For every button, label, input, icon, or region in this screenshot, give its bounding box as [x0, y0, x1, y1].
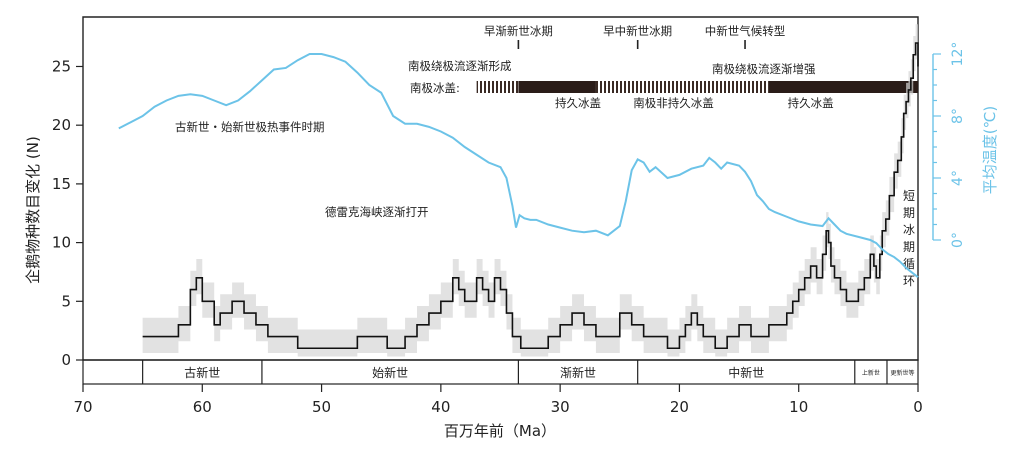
y2-axis-title: 平均温度(℃): [981, 106, 999, 195]
ice-bar-segment: [595, 81, 769, 93]
glacial-cycles-char: 短: [903, 189, 915, 203]
y2-tick-label: 0°: [950, 232, 966, 248]
y-tick-label: 10: [52, 234, 71, 252]
y-tick-label: 5: [61, 292, 71, 310]
temperature-line: [118, 53, 919, 278]
ice-bar-segment-label: 持久冰盖: [555, 96, 601, 110]
ice-bar-label: 南极冰盖:: [410, 81, 460, 95]
x-tick-label: 20: [670, 398, 689, 416]
event-marker-label: 早渐新世冰期: [484, 24, 553, 38]
x-tick-label: 60: [193, 398, 212, 416]
y-axis-title: 企鹅物种数目变化 (N): [24, 136, 42, 284]
epoch-label: 始新世: [372, 365, 408, 380]
y-tick-label: 0: [61, 351, 71, 369]
epoch-label: 更新世等: [890, 369, 914, 377]
glacial-cycles-char: 循: [903, 257, 915, 271]
annotation-circumpolar-strengthening: 南极绕极流逐渐增强: [712, 62, 816, 76]
annotation-thermal-event: 古新世・始新世极热事件时期: [175, 120, 325, 134]
ice-bar-segment-label: 南极非持久冰盖: [633, 96, 714, 110]
x-tick-label: 30: [551, 398, 570, 416]
y-tick-label: 15: [52, 175, 71, 193]
x-tick-label: 0: [913, 398, 923, 416]
y-tick-label: 25: [52, 57, 71, 75]
glacial-cycles-char: 冰: [903, 223, 915, 237]
x-tick-label: 50: [312, 398, 331, 416]
epoch-label: 渐新世: [560, 365, 596, 380]
ice-bar-segment-label: 持久冰盖: [788, 96, 834, 110]
annotation-drake-passage: 德雷克海峡逐渐打开: [325, 205, 429, 219]
x-tick-label: 40: [431, 398, 450, 416]
ice-bar-segment: [476, 81, 519, 93]
epoch-bar: [82, 359, 919, 385]
glacial-cycles-char: 期: [903, 240, 915, 254]
epoch-label: 古新世: [184, 365, 220, 380]
y2-tick-label: 12°: [950, 42, 966, 67]
glacial-cycles-char: 环: [903, 274, 915, 288]
y2-tick-label: 8°: [950, 108, 966, 124]
penguin-species-line: [142, 42, 919, 350]
glacial-cycles-char: 期: [903, 206, 915, 220]
x-axis-title: 百万年前（Ma）: [444, 422, 556, 440]
y2-tick-label: 4°: [950, 170, 966, 186]
x-tick-label: 10: [789, 398, 808, 416]
ice-bar-segment: [768, 81, 918, 93]
x-tick-label: 70: [73, 398, 92, 416]
epoch-label: 上新世: [862, 369, 880, 377]
annotation-circumpolar-forming: 南极绕极流逐渐形成: [408, 59, 512, 73]
epoch-label: 中新世: [728, 365, 764, 380]
event-marker-label: 中新世气候转型: [705, 24, 786, 38]
event-marker-label: 早中新世冰期: [603, 24, 672, 38]
y-tick-label: 20: [52, 116, 71, 134]
ice-bar-segment: [518, 81, 596, 93]
